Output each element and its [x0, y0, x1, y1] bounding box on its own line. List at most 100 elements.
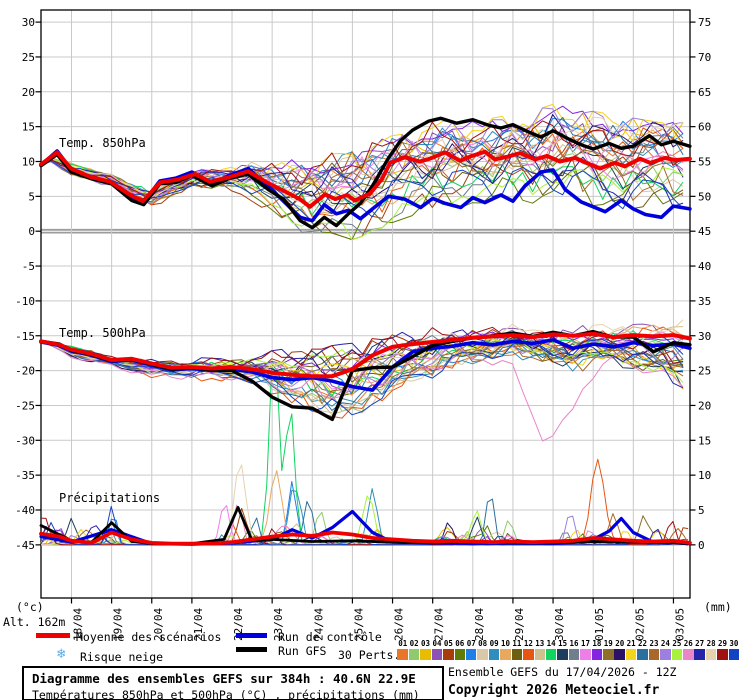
svg-text:40: 40 — [698, 260, 711, 273]
svg-text:23/04: 23/04 — [272, 608, 285, 641]
member-legend-item: 10 — [500, 639, 511, 660]
member-id-label: 14 — [546, 639, 556, 648]
svg-text:0: 0 — [28, 225, 35, 238]
member-legend-item: 20 — [614, 639, 625, 660]
member-id-label: 23 — [649, 639, 659, 648]
svg-text:02/05: 02/05 — [633, 608, 646, 641]
member-id-label: 19 — [603, 639, 613, 648]
svg-text:-20: -20 — [15, 365, 35, 378]
svg-text:55: 55 — [698, 156, 711, 169]
svg-text:30: 30 — [22, 16, 35, 29]
panel-label-500: Temp. 500hPa — [59, 326, 146, 340]
svg-text:29/04: 29/04 — [513, 608, 526, 641]
svg-text:30: 30 — [698, 330, 711, 343]
member-legend-item: 16 — [568, 639, 580, 660]
mean-line-swatch — [36, 633, 70, 638]
svg-text:65: 65 — [698, 86, 711, 99]
svg-text:28/04: 28/04 — [473, 608, 486, 641]
member-swatch — [420, 649, 431, 660]
svg-text:60: 60 — [698, 121, 711, 134]
svg-text:10: 10 — [22, 156, 35, 169]
svg-text:0: 0 — [698, 539, 705, 552]
member-legend-item: 24 — [660, 639, 671, 660]
member-id-label: 17 — [580, 639, 590, 648]
member-swatch — [660, 649, 671, 660]
chart-title: Diagramme des ensembles GEFS sur 384h : … — [32, 671, 416, 686]
member-id-label: 21 — [626, 639, 636, 648]
member-swatch — [454, 649, 466, 660]
member-swatch — [603, 649, 614, 660]
member-swatch — [443, 649, 454, 660]
svg-text:75: 75 — [698, 16, 711, 29]
snowflake-icon: ❄ — [57, 646, 66, 662]
member-legend-item: 09 — [488, 639, 500, 660]
member-id-label: 30 — [729, 639, 739, 648]
svg-text:15: 15 — [22, 121, 35, 134]
member-swatch — [705, 649, 717, 660]
member-swatch — [397, 649, 408, 660]
member-swatch — [694, 649, 705, 660]
member-swatch — [545, 649, 557, 660]
svg-text:27/04: 27/04 — [433, 608, 446, 641]
member-legend-item: 15 — [557, 639, 568, 660]
legend-snow-label: Risque neige — [80, 650, 164, 664]
member-id-label: 03 — [421, 639, 431, 648]
svg-text:-15: -15 — [15, 330, 35, 343]
member-legend-item: 13 — [534, 639, 546, 660]
member-swatch — [488, 649, 500, 660]
member-swatch — [648, 649, 660, 660]
member-swatch — [717, 649, 728, 660]
member-legend-item: 12 — [523, 639, 534, 660]
svg-text:-40: -40 — [15, 504, 35, 517]
svg-text:20: 20 — [698, 399, 711, 412]
member-swatch — [728, 649, 740, 660]
svg-text:45: 45 — [698, 225, 711, 238]
member-id-label: 02 — [409, 639, 419, 648]
svg-text:-25: -25 — [15, 399, 35, 412]
member-legend-item: 05 — [443, 639, 454, 660]
member-legend-item: 26 — [683, 639, 694, 660]
legend-gfs-label: Run GFS — [278, 644, 327, 658]
svg-text:35: 35 — [698, 295, 711, 308]
svg-text:26/04: 26/04 — [393, 608, 406, 641]
member-legend-item: 23 — [648, 639, 660, 660]
member-id-label: 24 — [660, 639, 670, 648]
member-swatch — [408, 649, 420, 660]
member-id-label: 06 — [455, 639, 465, 648]
member-legend-item: 18 — [591, 639, 603, 660]
svg-text:20/04: 20/04 — [152, 608, 165, 641]
member-swatch — [625, 649, 637, 660]
run-info: Ensemble GEFS du 17/04/2026 - 12Z — [448, 665, 677, 679]
member-swatch — [580, 649, 591, 660]
member-id-label: 28 — [706, 639, 716, 648]
member-id-label: 05 — [443, 639, 453, 648]
legend-control-label: Run de contrôle — [278, 630, 382, 644]
svg-text:-5: -5 — [22, 260, 35, 273]
svg-text:-30: -30 — [15, 434, 35, 447]
member-legend-item: 02 — [408, 639, 420, 660]
svg-text:21/04: 21/04 — [192, 608, 205, 641]
member-id-label: 20 — [615, 639, 625, 648]
svg-text:15: 15 — [698, 434, 711, 447]
panel-label-850: Temp. 850hPa — [59, 136, 146, 150]
svg-text:-35: -35 — [15, 469, 35, 482]
member-legend-item: 04 — [431, 639, 443, 660]
svg-text:50: 50 — [698, 190, 711, 203]
gfs-line-swatch — [236, 647, 267, 652]
member-legend-item: 06 — [454, 639, 466, 660]
svg-text:70: 70 — [698, 51, 711, 64]
control-line-swatch — [236, 633, 267, 638]
legend-perts-label: 30 Perts. — [338, 648, 401, 662]
right-axis-unit: (mm) — [704, 600, 732, 614]
member-id-label: 11 — [512, 639, 522, 648]
svg-text:24/04: 24/04 — [312, 608, 325, 641]
member-swatch — [637, 649, 648, 660]
member-legend-item: 29 — [717, 639, 728, 660]
svg-text:5: 5 — [28, 190, 35, 203]
member-swatch — [591, 649, 603, 660]
member-id-label: 07 — [466, 639, 476, 648]
member-swatch — [511, 649, 523, 660]
member-legend-item: 22 — [637, 639, 648, 660]
svg-text:30/04: 30/04 — [553, 608, 566, 641]
